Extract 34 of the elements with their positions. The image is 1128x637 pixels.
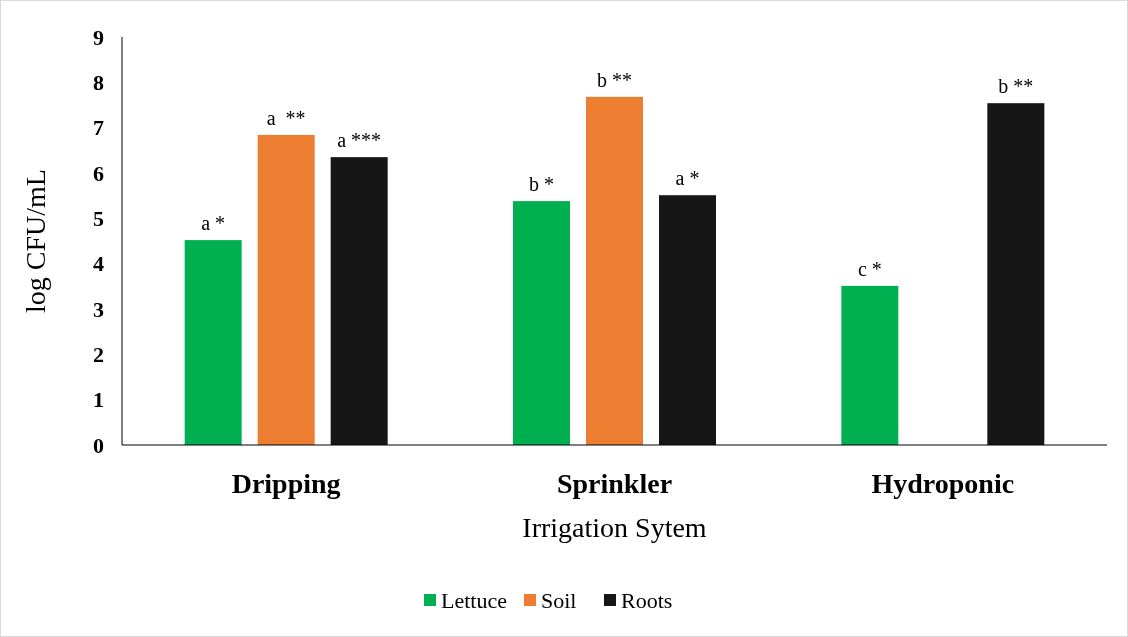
data-label: a *** <box>337 129 382 152</box>
data-label: b * <box>529 173 554 196</box>
legend-label: Lettuce <box>441 587 507 613</box>
legend-label: Roots <box>621 587 673 613</box>
data-label: b ** <box>998 75 1034 98</box>
bar <box>257 134 315 445</box>
data-label: c * <box>857 257 882 280</box>
data-label: a * <box>201 212 226 235</box>
y-tick-label: 9 <box>93 24 104 50</box>
y-tick-label: 7 <box>93 115 104 141</box>
bar <box>659 195 716 445</box>
x-tick-label: Dripping <box>231 468 341 499</box>
bar <box>513 201 570 445</box>
y-tick-label: 2 <box>93 342 104 368</box>
y-tick-label: 0 <box>93 432 104 458</box>
y-tick-label: 3 <box>93 296 104 322</box>
y-tick-label: 5 <box>93 206 104 232</box>
x-tick-label: Hydroponic <box>871 468 1015 499</box>
bar <box>987 103 1045 445</box>
y-tick-label: 6 <box>93 160 104 186</box>
legend-label: Soil <box>541 587 577 613</box>
data-label: a ** <box>266 106 306 129</box>
x-axis-title: Irrigation Sytem <box>522 512 707 543</box>
x-tick-label: Sprinkler <box>556 468 673 499</box>
bar <box>184 240 242 445</box>
y-tick-label: 4 <box>93 251 104 277</box>
bar <box>586 96 643 445</box>
data-label: a * <box>675 167 700 190</box>
data-label: b ** <box>597 68 632 91</box>
bar <box>330 157 388 445</box>
bar <box>841 285 899 445</box>
y-axis-title: log CFU/mL <box>20 169 51 313</box>
y-tick-label: 1 <box>93 387 104 413</box>
y-tick-label: 8 <box>93 70 104 96</box>
